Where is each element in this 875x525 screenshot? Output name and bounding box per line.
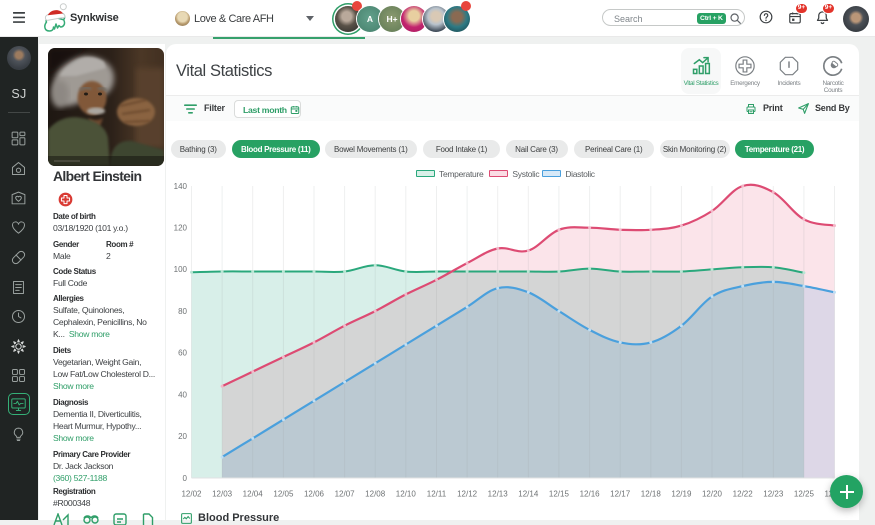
svg-text:40: 40 (178, 390, 187, 399)
svg-text:12/16: 12/16 (580, 490, 601, 499)
svg-text:12/20: 12/20 (702, 490, 723, 499)
svg-text:12/04: 12/04 (243, 490, 264, 499)
svg-text:120: 120 (174, 224, 188, 233)
svg-text:12/10: 12/10 (396, 490, 417, 499)
svg-text:12/08: 12/08 (365, 490, 386, 499)
svg-text:140: 140 (174, 182, 188, 191)
svg-text:20: 20 (178, 432, 187, 441)
svg-text:12/19: 12/19 (671, 490, 692, 499)
svg-text:12/07: 12/07 (335, 490, 356, 499)
svg-text:12/23: 12/23 (763, 490, 784, 499)
svg-text:12/18: 12/18 (641, 490, 662, 499)
svg-text:12/03: 12/03 (212, 490, 233, 499)
svg-text:60: 60 (178, 349, 187, 358)
svg-text:12/25: 12/25 (794, 490, 815, 499)
svg-text:0: 0 (183, 474, 188, 483)
svg-text:12/17: 12/17 (610, 490, 631, 499)
svg-text:100: 100 (174, 265, 188, 274)
svg-text:12/13: 12/13 (488, 490, 509, 499)
svg-text:12/02: 12/02 (181, 490, 202, 499)
svg-text:80: 80 (178, 307, 187, 316)
svg-text:12/05: 12/05 (273, 490, 294, 499)
svg-text:12/22: 12/22 (733, 490, 754, 499)
svg-text:12/12: 12/12 (457, 490, 478, 499)
svg-text:12/15: 12/15 (549, 490, 570, 499)
svg-text:12/11: 12/11 (427, 490, 447, 499)
svg-text:12/06: 12/06 (304, 490, 325, 499)
svg-text:12/14: 12/14 (518, 490, 539, 499)
